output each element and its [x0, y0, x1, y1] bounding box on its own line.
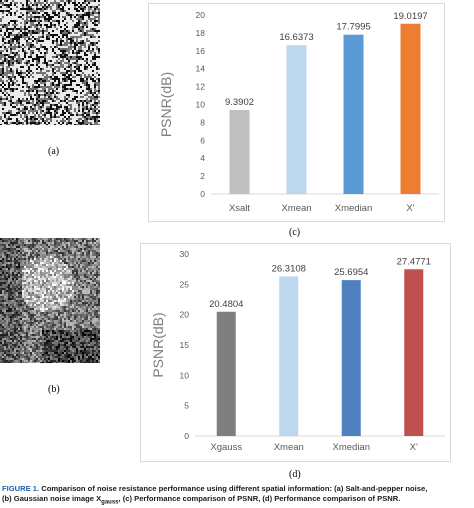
chart-d-y-tick-label: 15 — [180, 340, 190, 350]
chart-d-category-label-0: Xgauss — [210, 442, 242, 453]
chart-c-y-tick-label: 16 — [196, 46, 206, 56]
figure-caption: FIGURE 1. Comparison of noise resistance… — [2, 484, 472, 508]
chart-d-data-label-1: 26.3108 — [272, 263, 306, 274]
chart-d-y-tick-label: 25 — [180, 279, 190, 289]
chart-d-y-tick-label: 5 — [184, 401, 189, 411]
chart-c-y-tick-label: 18 — [196, 28, 206, 38]
chart-d-bar-3 — [404, 269, 423, 436]
chart-c-bar-3 — [401, 24, 421, 194]
chart-c-y-tick-label: 10 — [196, 100, 206, 110]
chart-d-bar-2 — [342, 280, 361, 436]
chart-d-y-tick-label: 10 — [180, 370, 190, 380]
chart-d-category-label-2: Xmedian — [333, 442, 371, 453]
chart-c-data-label-0: 9.3902 — [225, 97, 254, 108]
chart-c-bar-2 — [344, 35, 364, 194]
chart-d-bar-1 — [279, 276, 298, 436]
chart-c-y-tick-label: 20 — [196, 10, 206, 20]
chart-d-y-tick-label: 0 — [184, 431, 189, 441]
chart-c-y-tick-label: 6 — [200, 135, 205, 145]
chart-c-y-tick-label: 8 — [200, 117, 205, 127]
chart-c-y-tick-label: 0 — [200, 189, 205, 199]
caption-line-2-end: , (c) Performance comparison of PSNR, (d… — [119, 494, 401, 503]
chart-c-category-label-2: Xmedian — [335, 203, 373, 214]
chart-c-y-tick-label: 4 — [200, 153, 205, 163]
chart-c-data-label-3: 19.0197 — [393, 11, 427, 22]
chart-d-data-label-0: 20.4804 — [209, 299, 243, 310]
chart-c-category-label-3: X' — [406, 203, 414, 214]
chart-c-y-tick-label: 12 — [196, 82, 206, 92]
psnr-chart-d: PSNR(dB) 0 5 10 15 20 25 30 20.4804 Xgauss 26.3108… — [140, 243, 451, 462]
caption-lead: FIGURE 1. — [2, 484, 39, 493]
chart-c-y-tick-label: 14 — [196, 64, 206, 74]
chart-d-data-label-2: 25.6954 — [334, 267, 368, 278]
chart-c-category-label-1: Xmean — [281, 203, 311, 214]
chart-d-data-label-3: 27.4771 — [397, 256, 431, 267]
chart-d-y-axis-title: PSNR(dB) — [150, 312, 166, 377]
gaussian-noise-image — [0, 238, 100, 363]
chart-c-data-label-2: 17.7995 — [336, 22, 370, 33]
salt-pepper-noise-image — [0, 0, 100, 125]
psnr-chart-c: PSNR(dB) 0 2 4 6 8 10 12 14 16 18 20 9.3902 Xsalt 16.6… — [148, 3, 445, 222]
psnr-chart-d-plot: PSNR(dB) 0 5 10 15 20 25 30 20.4804 Xgauss 26.3108… — [141, 244, 450, 461]
chart-d-y-tick-label: 20 — [180, 310, 190, 320]
chart-c-category-label-0: Xsalt — [229, 203, 250, 214]
chart-c-y-tick-label: 2 — [200, 171, 205, 181]
caption-line-2-start: (b) Gaussian noise image X — [2, 494, 101, 503]
chart-c-bar-1 — [287, 45, 307, 194]
chart-d-y-tick-label: 30 — [180, 249, 190, 259]
chart-d-bar-0 — [217, 312, 236, 436]
chart-d-category-label-1: Xmean — [274, 442, 304, 453]
sublabel-b: (b) — [48, 384, 60, 395]
chart-d-category-label-3: X' — [410, 442, 418, 453]
chart-c-y-axis-title: PSNR(dB) — [158, 72, 174, 137]
psnr-chart-c-plot: PSNR(dB) 0 2 4 6 8 10 12 14 16 18 20 9.3902 Xsalt 16.6… — [149, 4, 444, 221]
sublabel-d: (d) — [289, 469, 301, 480]
caption-line-1: Comparison of noise resistance performan… — [41, 484, 427, 493]
chart-c-data-label-1: 16.6373 — [279, 32, 313, 43]
chart-c-bar-0 — [230, 110, 250, 194]
sublabel-a: (a) — [48, 146, 59, 157]
sublabel-c: (c) — [289, 227, 300, 238]
